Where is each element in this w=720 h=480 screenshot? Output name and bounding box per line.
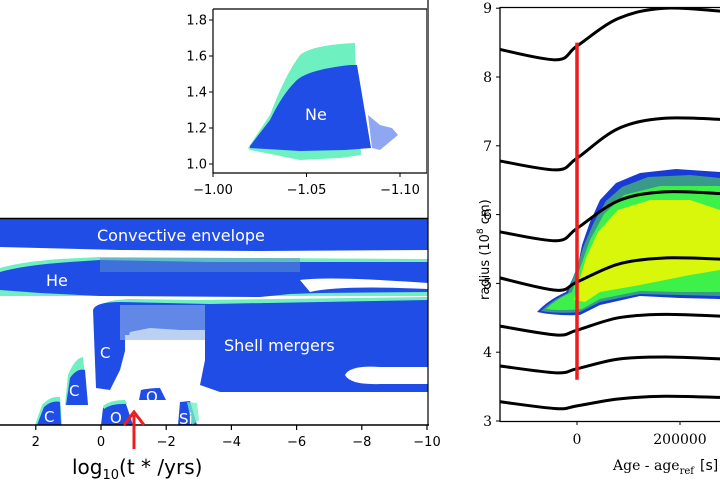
inset-y-tick-label: 1.8 bbox=[186, 14, 207, 29]
radius-y-tick-label: 8 bbox=[483, 70, 492, 86]
label-ne: Ne bbox=[305, 105, 327, 124]
merger-white-pocket bbox=[345, 366, 428, 385]
o-core-2 bbox=[139, 388, 166, 400]
radius-y-tick-label: 9 bbox=[483, 1, 492, 17]
inset-y-tick-label: 1.4 bbox=[186, 86, 207, 101]
inset-x-tick-label: −1.05 bbox=[287, 183, 327, 198]
label-shell-mergers: Shell mergers bbox=[224, 336, 335, 355]
red-arrow-marker bbox=[122, 409, 146, 449]
radius-curve-shell-3 bbox=[500, 190, 720, 243]
main-x-label: log10(t * /yrs) bbox=[72, 455, 202, 480]
radius-y-tick-label: 5 bbox=[483, 276, 492, 292]
radius-curve-shell-2 bbox=[500, 116, 720, 172]
main-x-tick-label: −4 bbox=[222, 435, 241, 450]
merger-white-core bbox=[125, 335, 200, 390]
radius-y-label: radius (108 cm) bbox=[476, 199, 493, 300]
main-x-tick-label: −8 bbox=[352, 435, 371, 450]
radius-y-tick-label: 6 bbox=[483, 208, 492, 224]
o-core-1-aqua bbox=[103, 400, 127, 409]
radius-curve-shell-6 bbox=[500, 355, 720, 375]
radius-curve-shell-7 bbox=[500, 394, 720, 411]
main-x-tick-label: −10 bbox=[413, 435, 440, 450]
radius-plot: 3 4 5 6 7 8 9 0 200000 radius (108 cm) Age - ag… bbox=[476, 1, 720, 477]
radius-y-tick-label: 3 bbox=[483, 414, 492, 430]
inset-y-tick-label: 1.2 bbox=[186, 122, 207, 137]
label-convective-envelope: Convective envelope bbox=[97, 226, 265, 245]
inset-x-tick-label: −1.10 bbox=[380, 183, 420, 198]
inset-x-tick-label: −1.00 bbox=[193, 183, 233, 198]
c-core-2 bbox=[66, 369, 88, 405]
radius-curve-shell-4 bbox=[500, 256, 720, 292]
burning-region-yellow bbox=[574, 200, 720, 302]
label-c-1: C bbox=[44, 408, 54, 426]
ne-core-region bbox=[250, 65, 371, 151]
label-o-1: O bbox=[110, 409, 122, 427]
inset-plot: −1.00 −1.05 −1.10 1.0 1.2 1.4 1.6 1.8 Ne bbox=[186, 8, 428, 198]
convective-envelope-region bbox=[0, 219, 428, 251]
he-noise-band bbox=[100, 258, 300, 272]
radius-y-tick-label: 7 bbox=[483, 139, 492, 155]
he-gap bbox=[300, 278, 428, 292]
radius-x-tick-label: 200000 bbox=[653, 432, 706, 448]
main-x-tick-label: 2 bbox=[32, 435, 40, 450]
label-si: Si bbox=[179, 410, 193, 428]
label-c-3: C bbox=[100, 344, 110, 362]
kippenhahn-main-plot: 2 0 −2 −4 −6 −8 −10 Convective envelope He C C… bbox=[0, 0, 441, 480]
merger-noise bbox=[120, 305, 205, 340]
main-x-tick-label: 0 bbox=[97, 435, 105, 450]
c-core-1 bbox=[37, 401, 61, 425]
main-x-tick-label: −6 bbox=[287, 435, 306, 450]
main-x-tick-label: −2 bbox=[157, 435, 176, 450]
o-core-1 bbox=[101, 401, 133, 425]
label-he: He bbox=[46, 271, 68, 290]
ne-core-noise bbox=[368, 115, 398, 150]
inset-y-tick-label: 1.6 bbox=[186, 50, 207, 65]
radius-curve-shell-5 bbox=[500, 312, 720, 337]
label-o-2: O bbox=[146, 388, 158, 406]
label-c-2: C bbox=[69, 382, 79, 400]
inset-y-tick-label: 1.0 bbox=[186, 158, 207, 173]
radius-curve-shell-1 bbox=[500, 7, 720, 62]
radius-y-tick-label: 4 bbox=[483, 345, 492, 361]
radius-x-tick-label: 0 bbox=[573, 432, 582, 448]
si-core-aqua bbox=[187, 402, 199, 425]
radius-x-label: Age - ageref [s] bbox=[612, 458, 718, 477]
